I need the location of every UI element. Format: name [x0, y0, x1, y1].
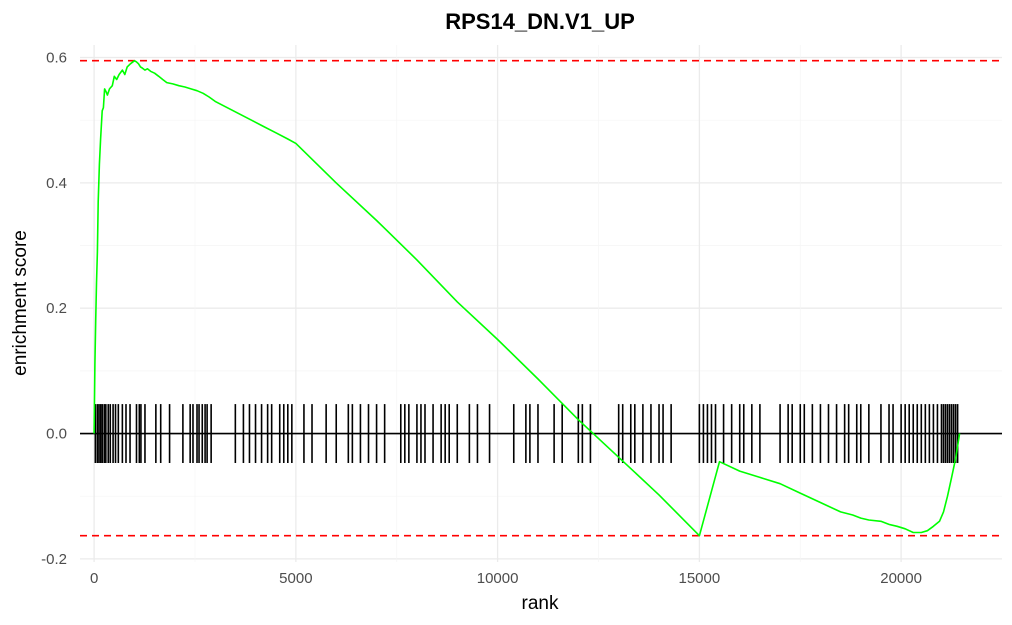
- y-tick-label: 0.6: [46, 50, 67, 67]
- x-tick-label: 5000: [279, 570, 312, 587]
- y-tick-label: -0.2: [41, 551, 67, 568]
- x-tick-label: 0: [90, 570, 98, 587]
- reference-lines: [80, 59, 1002, 537]
- x-tick-label: 10000: [477, 570, 519, 587]
- enrichment-curve-layer: [93, 59, 961, 537]
- y-tick-labels: -0.2 0.0 0.2 0.4 0.6: [41, 50, 67, 568]
- enrichment-curve: [93, 59, 961, 537]
- x-tick-label: 15000: [679, 570, 721, 587]
- y-tick-label: 0.4: [46, 175, 67, 192]
- y-tick-label: 0.2: [46, 300, 67, 317]
- y-axis-title: enrichment score: [10, 230, 31, 376]
- x-tick-label: 20000: [880, 570, 922, 587]
- x-tick-labels: 0 5000 10000 15000 20000: [90, 570, 922, 587]
- y-tick-label: 0.0: [46, 426, 67, 443]
- x-axis-title: rank: [522, 593, 559, 614]
- grid-lines: [80, 45, 1002, 562]
- chart-title: RPS14_DN.V1_UP: [445, 9, 635, 34]
